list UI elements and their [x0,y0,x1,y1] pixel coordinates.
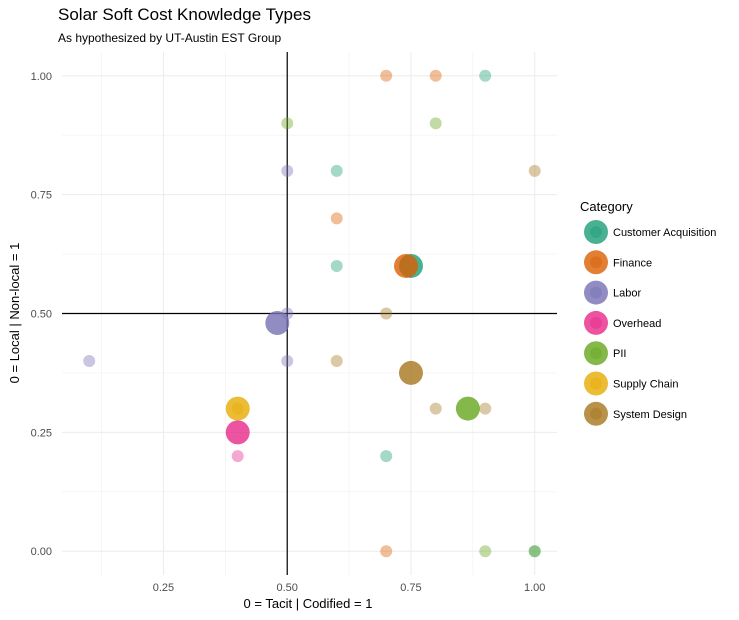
x-tick-label: 0.50 [277,582,298,594]
plot-grid [62,52,557,575]
legend-key-small [590,256,602,269]
x-axis-title: 0 = Tacit | Codified = 1 [244,596,373,611]
y-axis-title: 0 = Local | Non-local = 1 [7,243,22,384]
legend-item: System Design [584,401,687,426]
legend-key-large [584,250,608,275]
x-tick-label: 0.75 [400,582,421,594]
data-point [330,164,343,177]
data-point [380,450,393,463]
data-point [83,355,96,368]
legend-item: Supply Chain [584,371,678,396]
x-tick-label: 1.00 [524,582,545,594]
data-point-mean [265,311,290,336]
legend-item: Finance [584,250,652,275]
data-point [231,450,244,463]
legend-key-large [584,310,608,335]
data-point-mean [398,360,423,385]
data-point [429,69,442,82]
legend-key-large [584,341,608,366]
data-point-mean [455,396,480,421]
y-tick-label: 1.00 [31,71,52,83]
y-tick-label: 0.75 [31,190,52,202]
legend-key-small [590,316,602,329]
legend-item: PII [584,341,626,366]
data-point [380,69,393,82]
legend-key-small [590,286,602,299]
legend-key-large [584,371,608,396]
data-point [479,402,492,415]
legend-label: Customer Acquisition [613,227,716,239]
x-tick-label: 0.25 [153,582,174,594]
legend-key-large [584,401,608,426]
legend-label: Supply Chain [613,379,678,391]
data-point [281,164,294,177]
legend-label: PII [613,348,626,360]
data-point [479,69,492,82]
data-point [380,307,393,320]
data-point [429,117,442,130]
legend-title: Category [580,199,633,214]
data-point [528,545,541,558]
data-point [330,355,343,368]
legend-key-small [590,347,602,360]
data-point-mean [394,253,419,278]
data-point [330,259,343,272]
y-tick-label: 0.50 [31,309,52,321]
legend-key-large [584,220,608,244]
legend-label: Finance [613,257,652,269]
chart-subtitle: As hypothesized by UT-Austin EST Group [58,31,282,45]
chart-title: Solar Soft Cost Knowledge Types [58,5,311,24]
legend-item: Customer Acquisition [584,220,716,244]
legend-key-small [590,226,602,238]
data-point [330,212,343,225]
legend-item: Labor [584,280,641,305]
data-point [281,355,294,368]
reference-lines [62,52,557,575]
y-axis-ticks: 0.00 0.25 0.50 0.75 1.00 [31,71,52,558]
legend-item: Overhead [584,310,661,335]
data-point-mean [225,396,250,421]
data-point [528,545,541,558]
y-tick-label: 0.25 [31,427,52,439]
legend-label: Overhead [613,318,661,330]
data-point [528,164,541,177]
legend-label: Labor [613,288,641,300]
legend-key-small [590,407,602,420]
data-point [479,545,492,558]
data-point [429,402,442,415]
x-axis-ticks: 0.25 0.50 0.75 1.00 [153,582,546,594]
legend: Category Customer Acquisition Finance Labo… [580,199,716,426]
data-point [281,117,294,130]
data-point-mean [225,420,250,445]
y-tick-label: 0.00 [31,546,52,558]
legend-label: System Design [613,409,687,421]
legend-key-large [584,280,608,305]
data-points [83,69,541,558]
legend-key-small [590,377,602,390]
data-point [380,545,393,558]
